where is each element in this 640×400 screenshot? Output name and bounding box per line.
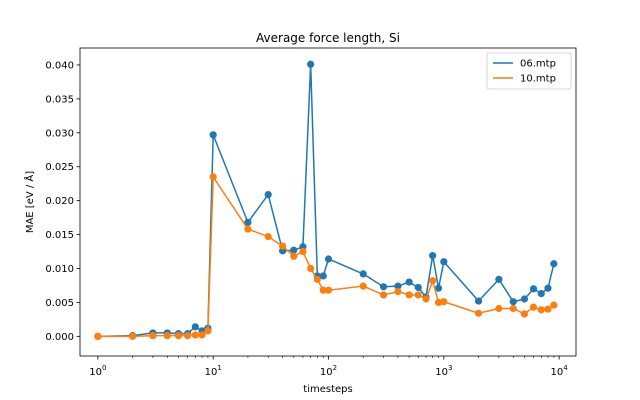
data-point xyxy=(520,310,529,318)
data-point xyxy=(529,285,538,293)
data-point xyxy=(405,278,413,286)
data-point xyxy=(163,332,171,340)
data-point xyxy=(429,251,437,260)
data-point xyxy=(290,246,298,254)
data-point xyxy=(209,173,217,181)
y-tick-label: 0.035 xyxy=(45,94,74,105)
data-point xyxy=(279,242,287,250)
data-point xyxy=(440,258,448,266)
data-point xyxy=(264,233,272,241)
y-tick-label: 0.025 xyxy=(45,162,74,173)
data-point xyxy=(264,190,272,199)
data-point xyxy=(495,304,503,313)
x-axis-title: timesteps xyxy=(303,384,352,395)
data-point xyxy=(379,291,388,299)
data-point xyxy=(307,264,315,273)
data-point xyxy=(529,303,538,311)
data-point xyxy=(184,332,192,340)
data-point xyxy=(405,291,413,299)
axis-ticks: 100 101 102 103 104 0.000 0.005 0.010 0.015 0.020… xyxy=(45,60,568,378)
data-point xyxy=(307,60,315,68)
data-point xyxy=(244,225,252,233)
y-axis-title: MAE [eV / Å] xyxy=(23,171,36,233)
data-point xyxy=(359,282,367,290)
data-point xyxy=(324,286,333,294)
data-point xyxy=(319,272,327,280)
y-tick-label: 0.005 xyxy=(45,298,74,309)
data-point xyxy=(509,298,517,306)
x-tick-label: 101 xyxy=(205,364,222,378)
data-point xyxy=(422,295,430,303)
data-point xyxy=(198,331,206,339)
data-point xyxy=(174,332,183,340)
data-point xyxy=(434,284,443,292)
x-tick-label: 102 xyxy=(320,364,337,378)
data-point xyxy=(440,298,448,306)
data-point xyxy=(429,277,437,285)
data-point xyxy=(550,260,558,268)
data-point xyxy=(544,305,552,313)
legend-box xyxy=(486,52,572,90)
data-point xyxy=(313,275,321,283)
series-10.mtp xyxy=(94,173,558,340)
x-tick-label: 104 xyxy=(551,364,569,378)
y-tick-label: 0.020 xyxy=(45,196,74,207)
y-tick-label: 0.040 xyxy=(45,60,74,71)
data-point xyxy=(544,284,552,292)
y-tick-label: 0.030 xyxy=(45,128,74,139)
data-point xyxy=(379,283,388,291)
x-tick-label: 100 xyxy=(89,364,106,378)
y-tick-label: 0.010 xyxy=(45,264,74,275)
data-point xyxy=(495,275,503,283)
data-point xyxy=(537,289,545,298)
data-point xyxy=(509,304,517,313)
y-tick-label: 0.015 xyxy=(45,230,74,241)
data-point xyxy=(149,332,157,340)
data-point xyxy=(359,270,367,278)
x-tick-label: 103 xyxy=(435,364,452,378)
data-point xyxy=(394,287,402,296)
data-point xyxy=(319,286,327,294)
data-point xyxy=(209,131,217,139)
data-point xyxy=(191,331,199,339)
data-point xyxy=(394,282,402,290)
legend-label: 06.mtp xyxy=(520,59,556,70)
data-point xyxy=(550,301,558,309)
data-point xyxy=(244,218,252,226)
data-point xyxy=(414,291,422,299)
legend: 06.mtp 10.mtp xyxy=(486,52,572,90)
data-point xyxy=(299,247,307,256)
data-point xyxy=(94,332,102,340)
legend-label: 10.mtp xyxy=(520,74,556,85)
data-point xyxy=(537,306,545,314)
data-point xyxy=(128,332,137,340)
data-point xyxy=(204,327,212,335)
data-point xyxy=(474,297,483,305)
plot-area xyxy=(80,48,576,356)
chart-title: Average force length, Si xyxy=(256,31,400,45)
data-point xyxy=(324,255,333,263)
data-point xyxy=(414,283,422,292)
y-tick-label: 0.000 xyxy=(45,332,74,343)
data-point xyxy=(434,298,443,307)
data-point xyxy=(520,295,529,303)
plot-frame xyxy=(79,47,577,357)
data-point xyxy=(290,252,298,260)
series-layer xyxy=(94,60,558,340)
data-point xyxy=(191,323,199,331)
data-point xyxy=(474,309,483,317)
